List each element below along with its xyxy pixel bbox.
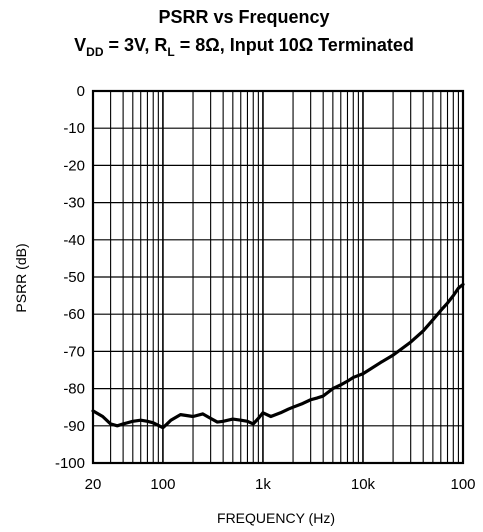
x-axis-label: FREQUENCY (Hz) [217,510,335,526]
chart-subtitle: VDD = 3V, RL = 8Ω, Input 10Ω Terminated [74,35,414,59]
subtitle-r-sub: L [167,45,174,59]
y-tick-label: -30 [63,195,85,212]
plot-frame [91,89,465,465]
plot-border [91,89,465,465]
x-tick-label: 20 [85,476,102,493]
x-tick-labels: 20 100 1k 10k 100 [85,476,476,493]
y-tick-label: -40 [63,232,85,249]
x-tick-label: 100 [450,476,475,493]
y-tick-label: -70 [63,343,85,360]
y-tick-labels: 0 -10 -20 -30 -40 -50 -60 -70 -80 -90 -100 [55,83,85,472]
x-tick-label: 1k [255,476,271,493]
x-tick-label: 10k [351,476,376,493]
y-tick-label: -20 [63,157,85,174]
y-tick-label: 0 [77,83,85,100]
y-tick-label: -90 [63,418,85,435]
y-tick-label: -80 [63,381,85,398]
subtitle-v-sub: DD [86,45,104,59]
psrr-series-line [91,282,465,430]
subtitle-v-rest: = 3V, R [104,35,168,55]
chart-title: PSRR vs Frequency [158,7,329,27]
grid [93,90,463,464]
y-tick-label: -100 [55,455,85,472]
y-axis-label: PSRR (dB) [13,243,29,312]
y-tick-label: -50 [63,269,85,286]
y-tick-label: -60 [63,306,85,323]
y-tick-label: -10 [63,120,85,137]
x-tick-label: 100 [150,476,175,493]
subtitle-r-rest: = 8Ω, Input 10Ω Terminated [175,35,414,55]
subtitle-v: V [74,35,86,55]
